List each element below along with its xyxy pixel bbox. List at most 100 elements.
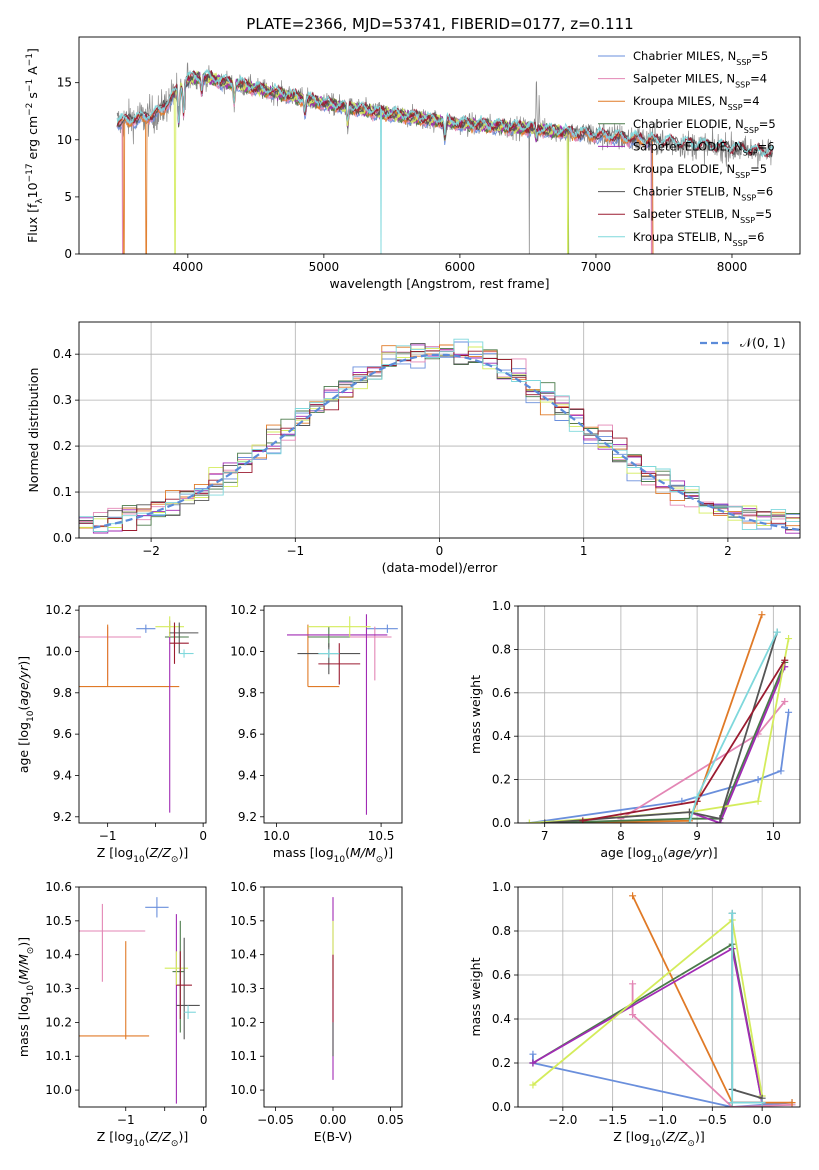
y-axis-label-text: age [log	[16, 722, 31, 773]
y-tick-label: 10.3	[45, 982, 72, 996]
panel-massweight-vs-Z: −2.0 −1.5 −1.0 −0.5 0.0 0.0 0.2 0.4 0.6 0.8 1.0 Z […	[468, 880, 801, 1149]
x-axis-label: Z [log10(Z/Z⊙)]	[97, 1129, 188, 1149]
paren: )]	[695, 1129, 705, 1144]
subscript: SSP	[735, 171, 750, 180]
plot-area	[79, 897, 200, 1104]
series-chabrier-stelib	[541, 628, 781, 823]
y-tick-label: 10.2	[45, 603, 72, 617]
x-tick-label: −1.0	[648, 1113, 677, 1127]
symbol: Z/Z	[149, 845, 172, 860]
x-axis-label-text: Z [log	[97, 1129, 133, 1144]
legend-part: , N	[724, 207, 740, 221]
legend-part: , N	[712, 94, 728, 108]
y-tick-label: 5	[64, 190, 72, 204]
y-tick-label: 10.0	[230, 1083, 257, 1097]
y-tick-label: 1.0	[492, 880, 511, 894]
series-kroupa-stelib	[728, 909, 766, 1107]
axes: −2.0 −1.5 −1.0 −0.5 0.0 0.0 0.2 0.4 0.6 0.8 1.0 Z […	[468, 880, 801, 1149]
y-axis-label: age [log10(age/yr)]	[16, 656, 36, 773]
x-axis-label: Z [log10(Z/Z⊙)]	[613, 1129, 704, 1149]
x-tick-label: 2	[724, 544, 732, 558]
data-point	[758, 1099, 766, 1107]
symbol: Z/Z	[149, 1129, 172, 1144]
subscript: ⊙	[171, 1139, 179, 1149]
y-tick-label: 10.0	[45, 1083, 72, 1097]
superscript: −1	[25, 79, 35, 92]
legend-n: 6	[757, 230, 764, 244]
legend-n: 5	[768, 117, 775, 131]
x-axis-label: mass [log10(M/M⊙)]	[273, 845, 393, 865]
axes-frame	[78, 36, 801, 255]
legend-part: =	[750, 162, 760, 176]
plot-area	[79, 338, 800, 538]
x-axis-label-text: mass [log	[273, 845, 334, 860]
data-point	[788, 1099, 796, 1107]
x-tick-label: 8	[617, 829, 625, 843]
x-axis-label: E(B-V)	[314, 1129, 353, 1144]
paren: (	[145, 845, 150, 860]
paren: )]	[178, 1129, 188, 1144]
data-point	[754, 776, 762, 784]
subscript: λ	[35, 198, 45, 204]
subscript: ⊙	[26, 947, 36, 955]
x-tick-label: 7	[541, 829, 549, 843]
y-axis-label: mass weight	[468, 675, 483, 754]
errorbar-salpeter-stelib	[318, 643, 361, 685]
legend-part: , N	[719, 72, 735, 86]
x-tick-label: −1	[99, 829, 117, 843]
legend-n: 5	[765, 207, 772, 221]
axes-frame	[78, 321, 801, 539]
data-point	[728, 909, 736, 917]
paren: (	[661, 1129, 666, 1144]
legend-entry: Chabrier MILES, NSSP=5	[633, 49, 768, 67]
x-tick-label: −1	[286, 544, 304, 558]
legend-entry: Kroupa MILES, NSSP=4	[633, 94, 760, 112]
y-tick-label: 0.0	[492, 1100, 511, 1114]
grid	[518, 605, 800, 824]
x-tick-label: 6000	[445, 260, 476, 274]
legend-part: , N	[717, 230, 733, 244]
errorbar-kroupa-miles	[307, 624, 340, 688]
legend-part: =	[755, 207, 765, 221]
y-tick-label: 0.0	[492, 816, 511, 830]
data-point	[758, 611, 766, 619]
axes-frame	[263, 605, 403, 824]
y-tick-label: 0.8	[492, 924, 511, 938]
symbol: age/yr	[16, 665, 31, 706]
legend-part: , N	[725, 185, 741, 199]
x-tick-label: 0	[199, 829, 207, 843]
x-axis-label: (data-model)/error	[382, 560, 499, 575]
subscript: ⊙	[171, 855, 179, 865]
data-point	[728, 1099, 736, 1107]
y-tick-label: 10.5	[45, 914, 72, 928]
y-tick-label: 9.2	[238, 810, 257, 824]
series-line	[544, 662, 786, 823]
subscript: SSP	[736, 58, 751, 67]
data-point	[629, 892, 637, 900]
legend-part: , N	[727, 139, 743, 153]
y-tick-label: 0.6	[492, 968, 511, 982]
label-part: s	[25, 92, 40, 103]
y-tick-label: 10.0	[230, 644, 257, 658]
data-point	[781, 697, 789, 705]
y-tick-label: 10.1	[230, 1049, 257, 1063]
label-part: A	[25, 66, 40, 79]
subscript: 10	[650, 1139, 662, 1149]
subscript: 10	[26, 710, 36, 722]
legend-entry: Chabrier ELODIE, NSSP=5	[633, 117, 776, 135]
subscript: 10	[133, 1139, 145, 1149]
paren: (	[145, 1129, 150, 1144]
subscript: 10	[652, 855, 664, 865]
y-axis-label-text: Flux [f	[25, 203, 40, 243]
legend-n: 4	[752, 94, 759, 108]
model-spectrum-kroupa-stelib	[116, 68, 774, 254]
superscript: −17	[25, 163, 35, 182]
y-tick-label: 9.6	[238, 727, 257, 741]
data-point	[754, 797, 762, 805]
data-point	[781, 656, 789, 664]
x-tick-label: −2.0	[548, 1113, 577, 1127]
legend-model: Salpeter ELODIE	[633, 139, 727, 153]
x-tick-label: 10.5	[368, 829, 395, 843]
y-tick-label: 9.2	[53, 810, 72, 824]
